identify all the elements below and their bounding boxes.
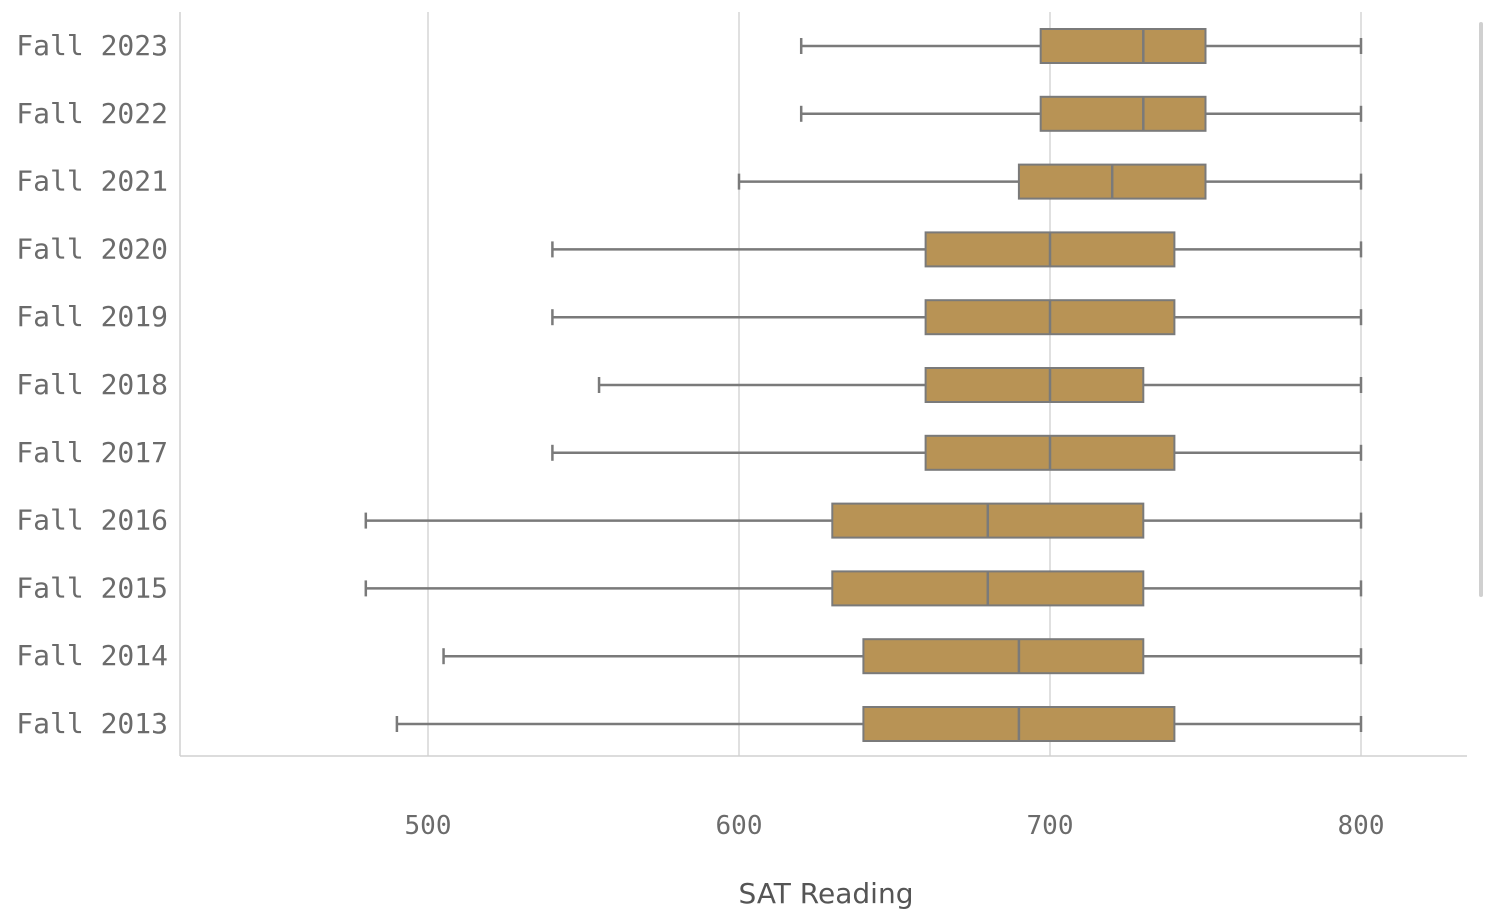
x-tick-label: 700 <box>1027 811 1074 841</box>
box-iqr <box>1039 95 1207 132</box>
category-label: Fall 2016 <box>16 504 168 537</box>
box-fall-2022 <box>799 95 1363 132</box>
category-label: Fall 2015 <box>16 571 168 604</box>
category-label: Fall 2013 <box>16 707 168 740</box>
category-label: Fall 2014 <box>16 639 168 672</box>
category-labels: Fall 2023 Fall 2022 Fall 2021 Fall 2020 Fall… <box>16 29 168 740</box>
x-axis-title: SAT Reading <box>739 877 914 910</box>
boxes <box>364 28 1363 742</box>
box-fall-2013 <box>395 706 1363 742</box>
box-iqr <box>924 367 1145 403</box>
box-iqr <box>862 638 1145 675</box>
box-iqr <box>1039 28 1207 64</box>
box-fall-2018 <box>597 367 1363 403</box>
box-fall-2017 <box>551 434 1363 471</box>
category-label: Fall 2018 <box>16 368 168 401</box>
x-tick-label: 600 <box>716 811 763 841</box>
x-tick-labels: 500 600 700 800 <box>405 811 1385 841</box>
category-label: Fall 2022 <box>16 97 168 130</box>
category-label: Fall 2017 <box>16 436 168 469</box>
x-tick-label: 500 <box>405 811 452 841</box>
category-label: Fall 2023 <box>16 29 168 62</box>
category-label: Fall 2021 <box>16 165 168 198</box>
category-label: Fall 2019 <box>16 300 168 333</box>
box-fall-2021 <box>737 163 1363 200</box>
box-fall-2014 <box>442 638 1363 675</box>
box-fall-2019 <box>551 299 1363 336</box>
box-fall-2015 <box>364 570 1363 607</box>
box-fall-2023 <box>799 28 1363 64</box>
category-label: Fall 2020 <box>16 232 168 265</box>
vertical-scrollbar[interactable] <box>1479 22 1483 597</box>
box-fall-2016 <box>364 502 1363 539</box>
axes <box>179 12 1467 757</box>
x-tick-label: 800 <box>1338 811 1385 841</box>
box-fall-2020 <box>551 231 1363 268</box>
